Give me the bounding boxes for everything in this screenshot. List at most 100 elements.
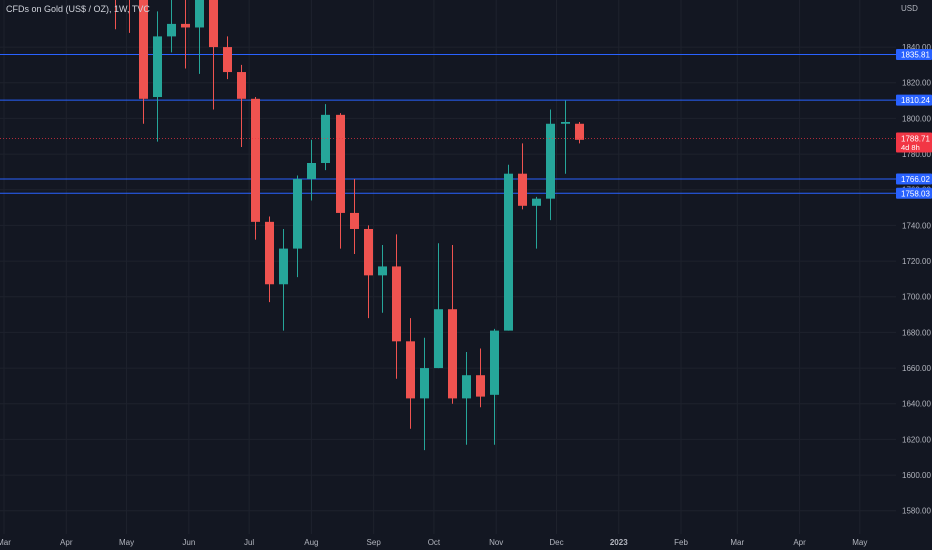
time-tick-label: Jul xyxy=(244,538,254,547)
time-tick-label: May xyxy=(852,538,867,547)
candle[interactable] xyxy=(476,348,485,408)
candle[interactable] xyxy=(420,337,429,451)
time-tick-label: Apr xyxy=(793,538,806,547)
price-tick-label: 1580.00 xyxy=(902,507,931,516)
candle-body xyxy=(448,309,457,399)
candle-body xyxy=(293,179,302,249)
symbol-title[interactable]: CFDs on Gold (US$ / OZ), 1W, TVC xyxy=(6,4,150,14)
candle-body xyxy=(392,266,401,342)
price-tick-label: 1680.00 xyxy=(902,328,931,337)
currency-label[interactable]: USD xyxy=(901,4,918,13)
candle-body xyxy=(181,23,190,28)
candle-body xyxy=(209,0,218,48)
candle[interactable] xyxy=(307,139,316,201)
candle-body xyxy=(153,36,162,98)
candle-body xyxy=(307,162,316,180)
candle[interactable] xyxy=(153,11,162,142)
candle-body xyxy=(518,173,527,206)
candle[interactable] xyxy=(490,328,499,445)
candle-body xyxy=(532,198,541,206)
time-tick-label: Sep xyxy=(367,538,382,547)
candle-body xyxy=(195,0,204,28)
candle[interactable] xyxy=(532,196,541,249)
hline-price-badge xyxy=(896,49,932,61)
candle-body xyxy=(420,368,429,399)
countdown-label: 4d 8h xyxy=(901,143,920,152)
candle-body xyxy=(139,0,148,99)
candle[interactable] xyxy=(209,0,218,110)
candle[interactable] xyxy=(434,243,443,369)
candle[interactable] xyxy=(518,143,527,210)
time-tick-label: Oct xyxy=(428,538,441,547)
time-tick-label: Aug xyxy=(304,538,318,547)
price-tick-label: 1640.00 xyxy=(902,400,931,409)
candle[interactable] xyxy=(167,0,176,53)
candle[interactable] xyxy=(251,97,260,240)
candle[interactable] xyxy=(237,64,246,147)
candle[interactable] xyxy=(364,225,373,319)
candle[interactable] xyxy=(448,245,457,404)
candle-body xyxy=(406,341,415,399)
candle[interactable] xyxy=(321,104,330,171)
candle-body xyxy=(279,248,288,285)
grid-layer xyxy=(0,0,896,534)
candle-body xyxy=(575,123,584,140)
time-tick-label: Dec xyxy=(549,538,563,547)
hline-price-badge xyxy=(896,173,932,185)
candle[interactable] xyxy=(279,228,288,331)
hline-price-label: 1758.03 xyxy=(901,189,930,198)
price-axis[interactable]: 1580.00 1600.00 1620.00 1640.00 1660.00 1680.… xyxy=(896,0,932,534)
candle-body xyxy=(504,173,513,331)
price-tick-label: 1700.00 xyxy=(902,293,931,302)
last-price-label: 1788.71 xyxy=(901,135,930,144)
candle[interactable] xyxy=(575,121,584,144)
time-tick-label: Mar xyxy=(730,538,744,547)
candle-body xyxy=(265,221,274,285)
candle[interactable] xyxy=(293,175,302,278)
candle[interactable] xyxy=(223,36,232,80)
time-tick-label: May xyxy=(119,538,134,547)
candle-body xyxy=(561,121,570,124)
hline-price-badge xyxy=(896,187,932,199)
candle-body xyxy=(251,98,260,222)
candle[interactable] xyxy=(350,179,359,254)
price-tick-label: 1780.00 xyxy=(902,150,931,159)
last-price-badge xyxy=(896,132,932,153)
time-tick-label: Feb xyxy=(674,538,688,547)
candle[interactable] xyxy=(406,318,415,429)
candle[interactable] xyxy=(139,0,148,124)
candle-body xyxy=(378,266,387,276)
candle-body xyxy=(237,72,246,99)
candle-body xyxy=(546,123,555,199)
price-tick-label: 1660.00 xyxy=(902,364,931,373)
candle[interactable] xyxy=(195,0,204,74)
price-tick-label: 1840.00 xyxy=(902,43,931,52)
time-tick-label: Jun xyxy=(182,538,195,547)
time-tick-labels: Mar Apr May Jun Jul Aug Sep Oct Nov Dec 2023 Feb Mar… xyxy=(0,538,867,547)
candle[interactable] xyxy=(336,113,345,249)
candle[interactable] xyxy=(378,245,387,313)
candles-layer[interactable] xyxy=(111,0,584,451)
candle[interactable] xyxy=(546,109,555,221)
hline-price-label: 1835.81 xyxy=(901,51,930,60)
hline-price-label: 1766.02 xyxy=(901,175,930,184)
horizontal-lines[interactable] xyxy=(0,54,896,194)
candle-body xyxy=(490,330,499,395)
candle-body xyxy=(462,375,471,399)
candle-body xyxy=(434,309,443,369)
candle[interactable] xyxy=(462,352,471,445)
candle[interactable] xyxy=(392,234,401,379)
candle[interactable] xyxy=(504,164,513,331)
candle[interactable] xyxy=(561,100,570,174)
candle[interactable] xyxy=(265,216,274,303)
candle[interactable] xyxy=(181,0,190,69)
candle-body xyxy=(336,114,345,213)
candle[interactable] xyxy=(125,0,134,33)
candle-body xyxy=(476,375,485,397)
candle-body xyxy=(321,114,330,163)
price-tick-label: 1620.00 xyxy=(902,435,931,444)
time-axis[interactable]: Mar Apr May Jun Jul Aug Sep Oct Nov Dec 2023 Feb Mar… xyxy=(0,534,896,550)
